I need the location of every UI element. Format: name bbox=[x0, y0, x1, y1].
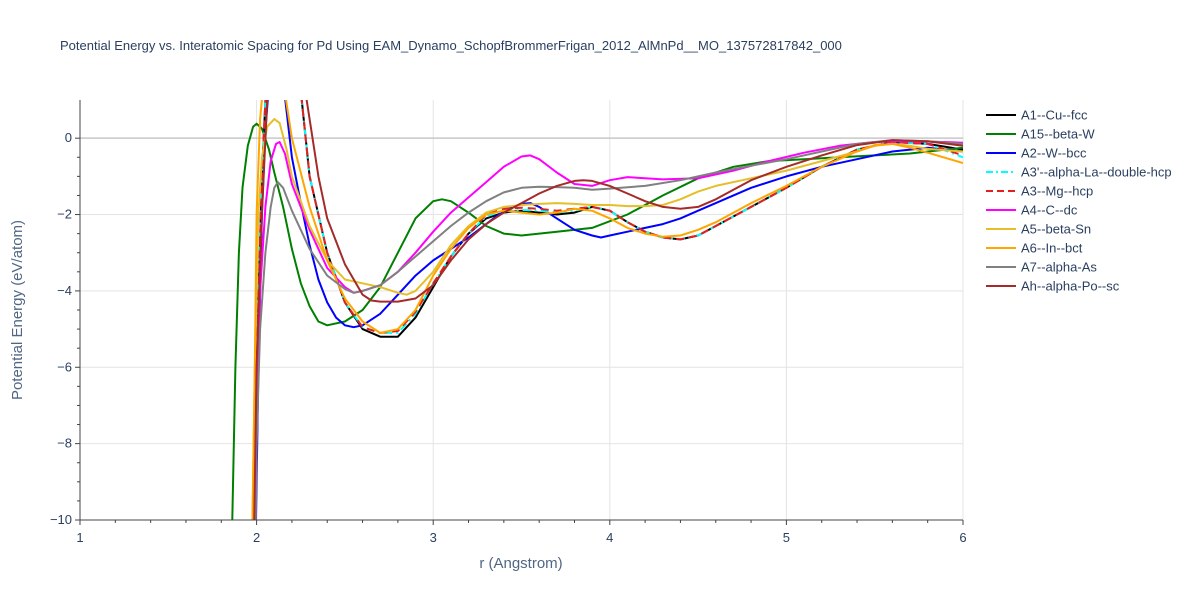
y-tick-label: −4 bbox=[57, 283, 72, 298]
legend-item-label[interactable]: A7--alpha-As bbox=[1021, 260, 1097, 275]
x-tick-label: 6 bbox=[959, 530, 966, 545]
series-line bbox=[251, 100, 963, 520]
legend-item-label[interactable]: A6--In--bct bbox=[1021, 241, 1083, 256]
y-axis-title: Potential Energy (eV/atom) bbox=[9, 220, 26, 400]
legend-item-label[interactable]: A1--Cu--fcc bbox=[1021, 108, 1088, 123]
legend-item-label[interactable]: A15--beta-W bbox=[1021, 127, 1095, 142]
grid-lines bbox=[80, 100, 964, 520]
legend-item-label[interactable]: A5--beta-Sn bbox=[1021, 222, 1091, 237]
chart-title: Potential Energy vs. Interatomic Spacing… bbox=[60, 38, 842, 53]
x-tick-label: 3 bbox=[430, 530, 437, 545]
axes: 1 2 3 4 5 6 0 −2 −4 −6 −8 −10 bbox=[50, 100, 967, 545]
legend-item-label[interactable]: A2--W--bcc bbox=[1021, 146, 1087, 161]
x-tick-label: 1 bbox=[76, 530, 83, 545]
plot-area bbox=[231, 100, 963, 520]
legend: A1--Cu--fcc A15--beta-W A2--W--bcc A3'--alp… bbox=[986, 108, 1172, 294]
legend-item-label[interactable]: A3--Mg--hcp bbox=[1021, 184, 1093, 199]
y-tick-label: 0 bbox=[65, 130, 72, 145]
y-tick-label: −10 bbox=[50, 512, 72, 527]
legend-item-label[interactable]: Ah--alpha-Po--sc bbox=[1021, 279, 1120, 294]
legend-item-label[interactable]: A3'--alpha-La--double-hcp bbox=[1021, 165, 1172, 180]
x-tick-label: 5 bbox=[783, 530, 790, 545]
x-tick-label: 4 bbox=[606, 530, 613, 545]
y-tick-label: −6 bbox=[57, 359, 72, 374]
series-line bbox=[253, 100, 963, 520]
x-tick-label: 2 bbox=[253, 530, 260, 545]
legend-item-label[interactable]: A4--C--dc bbox=[1021, 203, 1078, 218]
y-tick-label: −2 bbox=[57, 207, 72, 222]
series-line bbox=[254, 139, 963, 520]
y-tick-label: −8 bbox=[57, 436, 72, 451]
x-axis-title: r (Angstrom) bbox=[479, 555, 562, 572]
series-line bbox=[253, 100, 963, 520]
series-line bbox=[251, 118, 963, 520]
